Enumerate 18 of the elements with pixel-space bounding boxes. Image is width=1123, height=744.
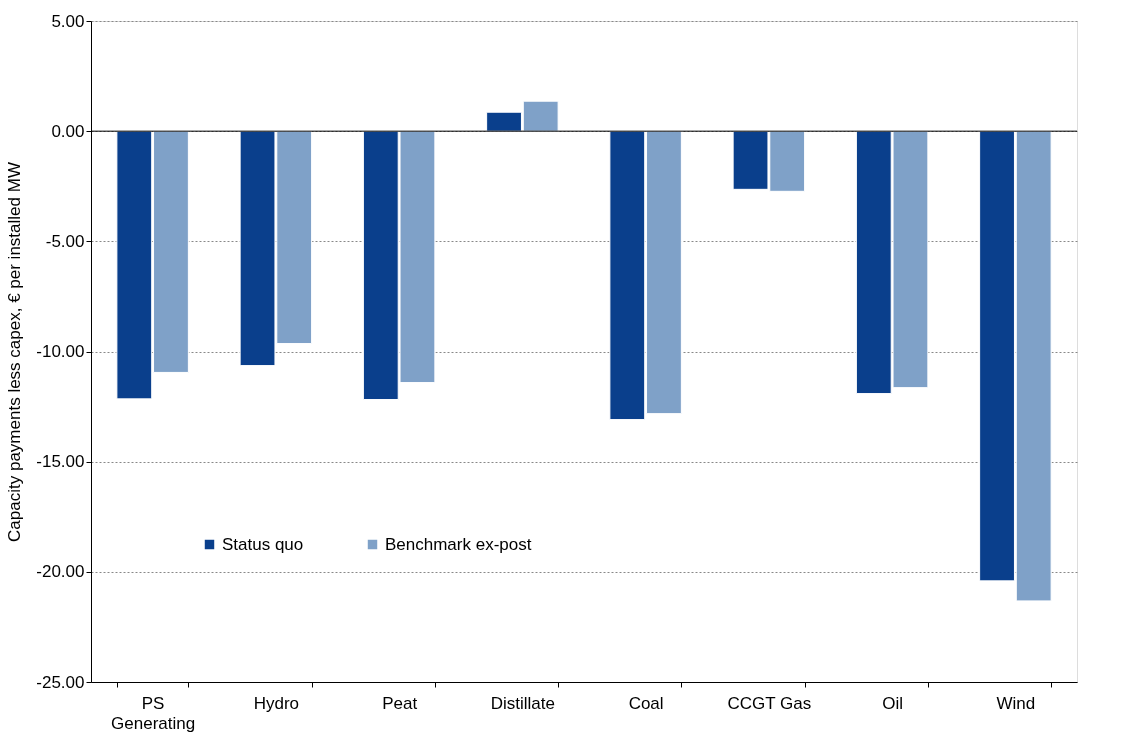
x-tick-label: Coal bbox=[628, 693, 664, 713]
y-tick-label: -15.00 bbox=[36, 452, 85, 472]
y-tick-label: 5.00 bbox=[51, 11, 85, 31]
y-tick-label: -25.00 bbox=[36, 672, 85, 692]
x-tick-label: Wind bbox=[996, 693, 1036, 713]
x-tick-label: Hydro bbox=[253, 693, 300, 713]
y-tick-label: -20.00 bbox=[36, 562, 85, 582]
x-tick-label: CCGT Gas bbox=[727, 693, 812, 713]
y-axis-title: Capacity payments less capex, € per installed MW bbox=[5, 162, 25, 542]
x-tick-label: Oil bbox=[882, 693, 904, 713]
x-tick-label: Distillate bbox=[490, 693, 555, 713]
y-tick-label: -10.00 bbox=[36, 342, 85, 361]
x-tick-label: Peat bbox=[382, 693, 418, 713]
y-tick-label: -5.00 bbox=[45, 231, 85, 251]
legend-label: Benchmark ex-post bbox=[385, 534, 532, 554]
legend-label: Status quo bbox=[222, 534, 304, 554]
y-tick-label: 0.00 bbox=[51, 121, 85, 141]
x-tick-label: PS Generating bbox=[111, 693, 196, 733]
